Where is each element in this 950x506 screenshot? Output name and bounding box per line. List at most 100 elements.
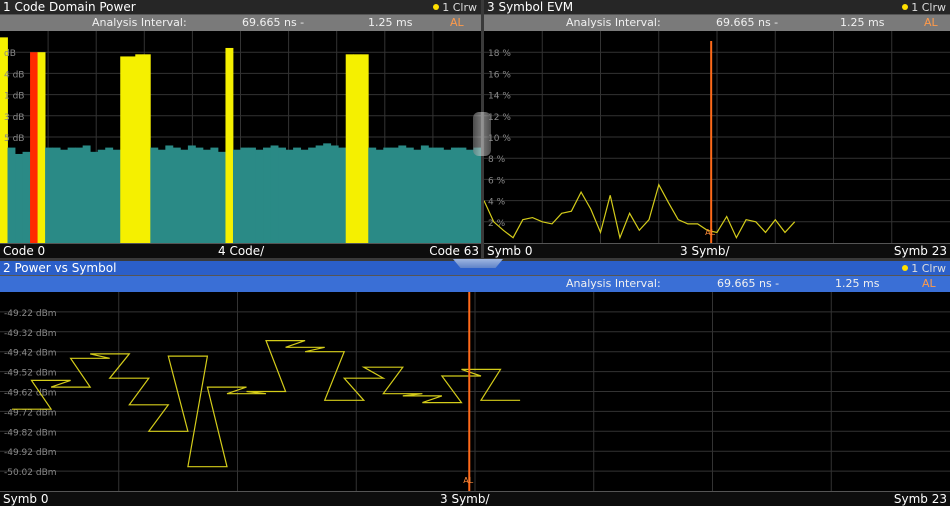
analysis-interval-start: 69.665 ns - (716, 16, 779, 29)
code-bar (308, 147, 317, 243)
code-bar (465, 149, 474, 243)
code-bar (443, 149, 452, 243)
al-flag: AL (450, 16, 464, 29)
y-tick-label: 14 % (488, 92, 511, 102)
code-bar (330, 145, 339, 243)
code-bar (75, 147, 84, 243)
analysis-interval-label: Analysis Interval: (566, 16, 661, 29)
code-bar (300, 149, 309, 243)
y-tick-label: 3 dB (4, 113, 24, 123)
trace-dot-icon (902, 265, 909, 271)
y-tick-label: -49.42 dBm (4, 349, 57, 359)
x-end-label: Symb 23 (893, 492, 947, 506)
info-bar: Analysis Interval: 69.665 ns - 1.25 ms A… (0, 276, 950, 292)
code-bar (97, 149, 106, 243)
code-bar (217, 151, 226, 243)
window-code-domain-power[interactable]: 1 Code Domain Power 1 Clrw Analysis Inte… (0, 0, 481, 258)
info-bar: Analysis Interval: 69.665 ns - 1.25 ms A… (484, 15, 950, 31)
evm-chart: 18 %16 %14 %12 %10 %8 %6 %4 %2 %AL (484, 31, 950, 243)
evm-plot-area[interactable]: 18 % 16 % 14 % 12 % 10 % 8 % 6 % 4 % 2 % AL (484, 31, 950, 243)
code-bar (180, 149, 189, 243)
y-tick-label: 4 % (488, 198, 506, 208)
code-bar (270, 145, 279, 243)
code-bar (225, 47, 234, 243)
analysis-interval-end: 1.25 ms (840, 16, 885, 29)
analysis-interval-end: 1.25 ms (368, 16, 413, 29)
window-resize-handle[interactable] (453, 259, 503, 268)
code-bar (435, 147, 444, 243)
pvs-plot-area[interactable]: -49.22 dBm -49.32 dBm -49.42 dBm -49.52 dBm… (0, 292, 950, 491)
x-start-label: Symb 0 (487, 244, 533, 258)
window-title: 2 Power vs Symbol (3, 261, 117, 275)
code-bar (368, 147, 377, 243)
info-bar: Analysis Interval: 69.665 ns - 1.25 ms A… (0, 15, 481, 31)
code-bar (450, 147, 459, 243)
window-titlebar[interactable]: 2 Power vs Symbol 1 Clrw (0, 261, 950, 276)
analysis-marker-label: AL (463, 476, 473, 485)
code-bar (210, 147, 219, 243)
code-bar (390, 147, 399, 243)
y-tick-label: -49.72 dBm (4, 408, 57, 418)
y-tick-label: 16 % (488, 70, 511, 80)
window-power-vs-symbol[interactable]: 2 Power vs Symbol 1 Clrw Analysis Interv… (0, 261, 950, 506)
y-tick-label: -49.82 dBm (4, 428, 57, 438)
code-bar (195, 147, 204, 243)
code-bar (360, 54, 369, 243)
trace-indicator[interactable]: 1 Clrw (902, 0, 946, 15)
code-bar (255, 149, 264, 243)
code-bar (323, 143, 332, 243)
y-tick-label: 10 % (488, 134, 511, 144)
code-bar (405, 147, 414, 243)
trace-label: 1 Clrw (911, 1, 946, 14)
code-bar (383, 147, 392, 243)
code-bar (120, 56, 129, 243)
code-bar (142, 54, 151, 243)
window-symbol-evm[interactable]: 3 Symbol EVM 1 Clrw Analysis Interval: 6… (484, 0, 950, 258)
code-bar (473, 147, 481, 243)
code-bar (413, 149, 422, 243)
code-bar (345, 54, 354, 243)
code-bar (112, 149, 121, 243)
code-bar (37, 52, 46, 243)
y-tick-label: 8 % (488, 155, 506, 165)
trace-indicator[interactable]: 1 Clrw (902, 261, 946, 276)
code-bar (278, 147, 286, 243)
y-tick-label: 12 % (488, 113, 511, 123)
y-tick-label: -50.02 dBm (4, 468, 57, 478)
analysis-interval-start: 69.665 ns - (242, 16, 305, 29)
al-flag: AL (922, 277, 936, 290)
code-bar (315, 145, 324, 243)
code-bar (22, 151, 31, 243)
code-bar (232, 149, 241, 243)
cdp-plot-area[interactable]: dB 4 dB 1 dB 3 dB 5 dB (0, 31, 481, 243)
window-titlebar[interactable]: 3 Symbol EVM 1 Clrw (484, 0, 950, 15)
power-trace (12, 340, 521, 468)
code-bar (67, 147, 76, 243)
y-tick-label: 4 dB (4, 70, 24, 80)
y-tick-label: 1 dB (4, 92, 24, 102)
code-bar (157, 149, 166, 243)
y-tick-label: -49.62 dBm (4, 389, 57, 399)
code-bar (353, 54, 362, 243)
x-scale-label: 3 Symb/ (440, 492, 490, 506)
code-bar (187, 145, 196, 243)
code-bar (202, 149, 211, 243)
evm-trace (484, 183, 796, 240)
y-tick-label: -49.52 dBm (4, 369, 57, 379)
code-bar (82, 145, 91, 243)
y-tick-label: -49.32 dBm (4, 329, 57, 339)
al-flag: AL (924, 16, 938, 29)
x-axis-footer: Code 0 4 Code/ Code 63 (0, 243, 481, 258)
code-bar (293, 147, 302, 243)
window-titlebar[interactable]: 1 Code Domain Power 1 Clrw (0, 0, 481, 15)
x-start-label: Symb 0 (3, 492, 49, 506)
code-bar (398, 145, 407, 243)
trace-indicator[interactable]: 1 Clrw (433, 0, 477, 15)
code-bar (15, 153, 23, 243)
code-bar (30, 52, 38, 243)
code-bar (45, 147, 54, 243)
x-axis-footer: Symb 0 3 Symb/ Symb 23 (484, 243, 950, 258)
code-bar (420, 145, 429, 243)
y-tick-label: 5 dB (4, 134, 24, 144)
window-splitter-handle[interactable] (473, 112, 491, 156)
